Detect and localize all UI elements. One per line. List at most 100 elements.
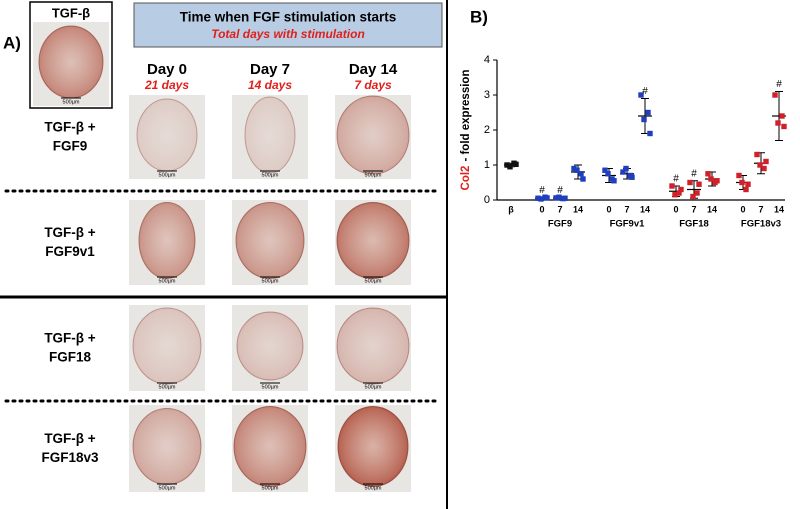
row-label: FGF18 [49,350,92,365]
data-point [544,195,550,201]
tissue [235,202,305,279]
panel-label: B) [470,7,488,26]
x-tick-label: β [508,204,514,214]
data-point [705,171,711,177]
x-tick-label: 0 [606,204,611,214]
y-tick-label: 2 [484,124,490,136]
data-point [772,92,778,98]
tissue [233,406,307,487]
data-point [605,171,611,177]
data-point [535,195,541,201]
data-point [553,195,559,201]
row-label: TGF-β + [44,431,95,446]
data-point [669,183,675,189]
data-point [690,193,696,200]
header-box [133,2,443,48]
y-axis-label-marker: Col2 [460,166,472,191]
tissue [336,95,410,175]
y-tick-label: 0 [484,194,490,206]
x-tick-label: 14 [707,204,717,214]
tissue [244,96,296,174]
data-point [623,165,629,172]
data-point [761,165,767,172]
column-day: Day 0 [147,61,187,78]
data-point [745,181,751,187]
scale-bar-label: 500µm [159,278,176,284]
x-tick-label: 0 [673,204,678,214]
data-point [645,109,651,116]
data-point [739,179,745,186]
data-point [504,162,510,168]
data-point [708,176,714,182]
x-tick-label: 14 [640,204,650,214]
data-point [775,120,781,126]
data-point [696,181,702,187]
data-point [757,162,763,168]
significance-mark: # [691,168,697,179]
x-tick-label: 14 [774,204,784,214]
scale-bar-label: 500µm [159,485,176,491]
tissue [138,202,196,279]
x-tick-label: 14 [573,204,583,214]
column-total: 7 days [354,78,392,92]
data-point [556,194,562,200]
scale-bar-label: 500µm [63,99,80,105]
x-tick-label: 7 [557,204,562,214]
column-day: Day 14 [349,61,398,78]
group-label: FGF18 [679,219,709,230]
y-axis-label-text: - fold expression [460,70,472,162]
data-point [611,178,617,184]
scale-bar-label: 500µm [365,384,382,390]
data-point [578,171,584,177]
row-label: FGF9 [53,139,88,154]
y-axis-label: Col2 - fold expression [460,70,472,191]
significance-mark: # [539,185,545,196]
significance-mark: # [557,185,563,196]
data-point [538,196,544,202]
tissue [337,406,409,487]
data-point [676,190,682,196]
tissue [336,307,410,385]
column-total: 21 days [144,78,189,92]
data-point [507,164,513,170]
y-tick-label: 4 [484,54,490,66]
data-point [754,151,760,158]
data-point [743,186,749,193]
data-point [571,165,577,172]
data-point [779,113,785,119]
data-point [647,130,653,137]
significance-mark: # [673,174,679,185]
data-point [513,161,519,167]
header-subtitle: Total days with stimulation [211,27,365,41]
scale-bar-label: 500µm [262,278,279,284]
scale-bar-label: 500µm [365,485,382,491]
data-point [562,195,568,201]
data-point [678,186,684,193]
data-point [694,190,700,196]
scale-bar-label: 500µm [159,172,176,178]
x-tick-label: 7 [691,204,696,214]
x-tick-label: 7 [758,204,763,214]
y-tick-label: 1 [484,159,490,171]
data-point [580,176,586,182]
group-label: FGF9v1 [610,219,646,230]
tissue [336,202,410,279]
data-point [714,178,720,184]
data-point [687,179,693,186]
header-title: Time when FGF stimulation starts [180,10,397,25]
data-point [574,167,580,173]
group-label: FGF9 [548,219,572,230]
tissue [132,408,202,485]
tissue [38,25,104,99]
data-point [736,172,742,179]
scale-bar-label: 500µm [365,278,382,284]
x-tick-label: 0 [740,204,745,214]
scale-bar-label: 500µm [262,485,279,491]
row-label: TGF-β + [44,331,95,346]
x-tick-label: 7 [624,204,629,214]
significance-mark: # [642,86,648,97]
panel-label: A) [3,33,21,52]
row-label: TGF-β + [44,225,95,240]
